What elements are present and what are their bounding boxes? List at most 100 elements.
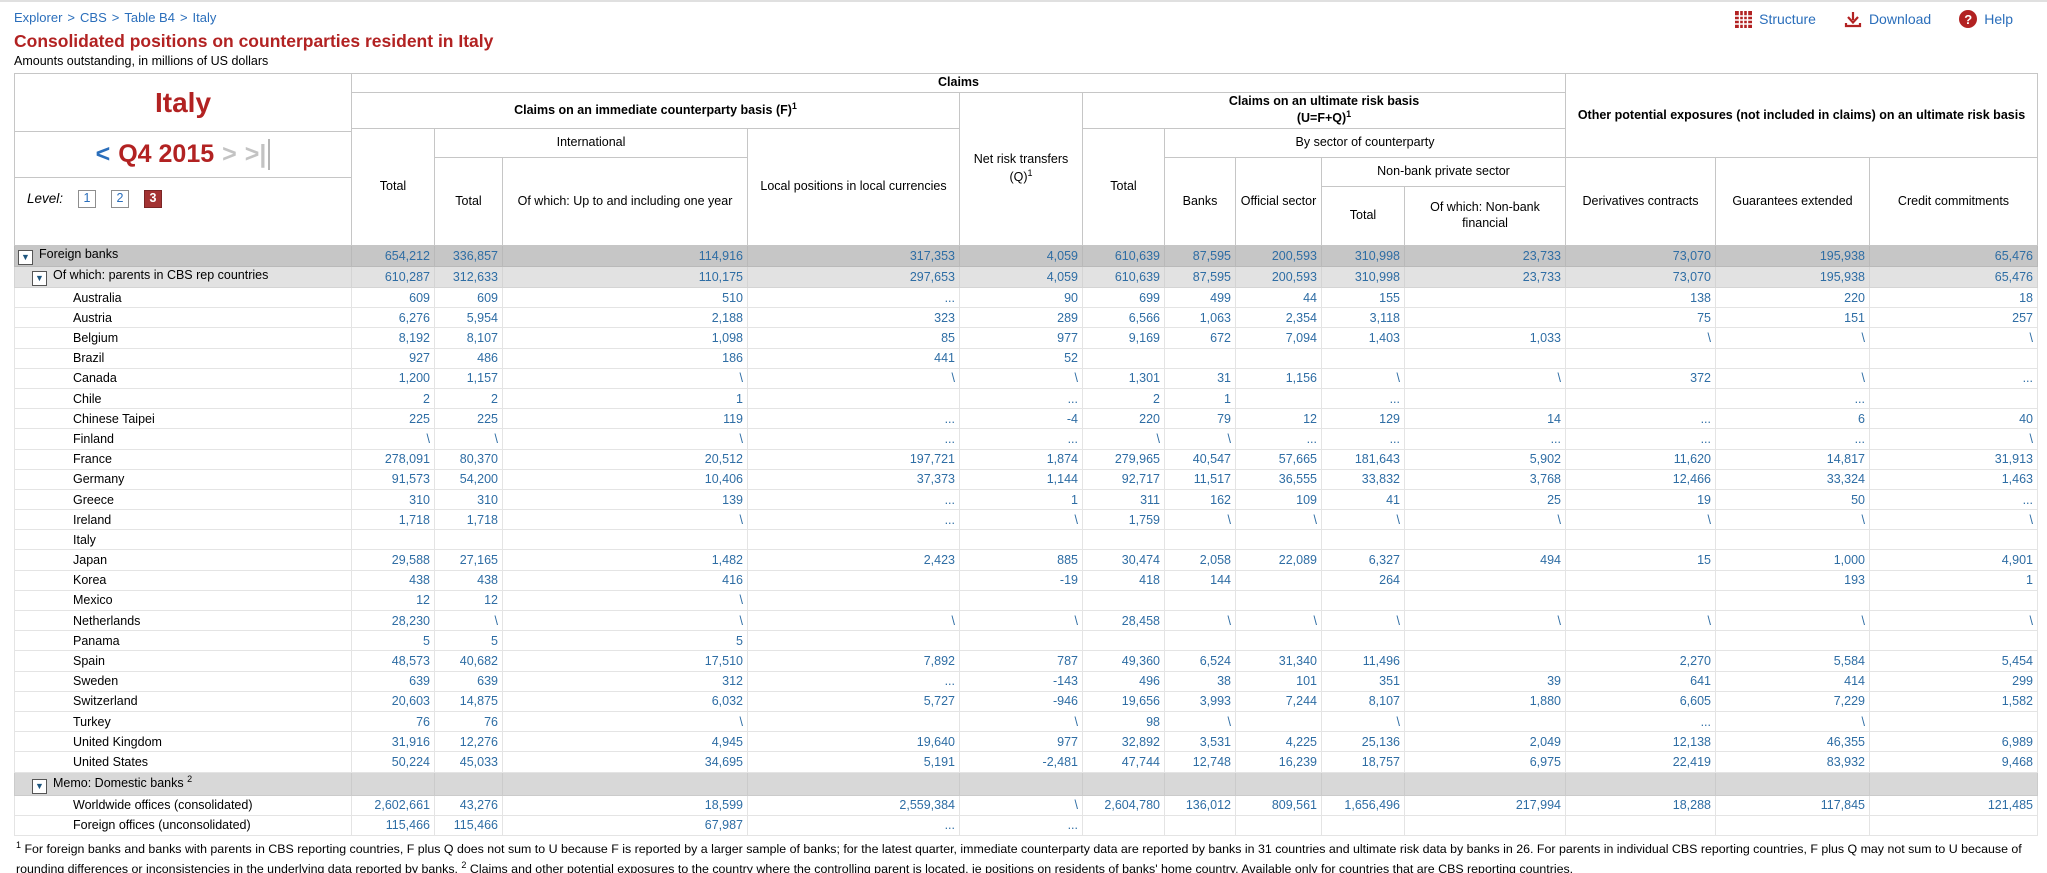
cell: 79 xyxy=(1164,408,1236,430)
cell: 22,419 xyxy=(1565,751,1716,773)
cell xyxy=(747,387,960,410)
toolbar: Structure Download ? Help xyxy=(1735,8,2013,28)
download-icon xyxy=(1844,11,1862,28)
cell: 73,070 xyxy=(1565,266,1716,289)
cell: 38 xyxy=(1164,670,1236,692)
cell: 92,717 xyxy=(1082,468,1165,490)
net-risk-transfers-header: Net risk transfers (Q)1 xyxy=(959,91,1083,247)
cell: 418 xyxy=(1082,569,1165,591)
cell: \ xyxy=(1869,610,2038,632)
level-1-button[interactable]: 1 xyxy=(78,190,97,208)
cell: 414 xyxy=(1715,670,1870,692)
cell: 5,954 xyxy=(434,307,503,329)
cell: 193 xyxy=(1715,569,1870,591)
expand-icon[interactable]: ▼ xyxy=(32,271,47,287)
last-period-button[interactable]: >| xyxy=(245,138,271,171)
row-label-text: Chinese Taipei xyxy=(73,411,155,426)
cell: \ xyxy=(502,710,748,733)
cell: ... xyxy=(747,814,960,837)
row-label-text: Australia xyxy=(73,290,122,305)
cell xyxy=(1235,630,1322,652)
cell: 220 xyxy=(1082,408,1165,430)
immediate-total-header: Total xyxy=(351,128,435,247)
table-row: Australia 609 609 510... 90 699 499 44 155 138 220… xyxy=(14,287,2038,309)
cell: \ xyxy=(747,610,960,632)
cell: 6,989 xyxy=(1869,731,2038,753)
cell: 494 xyxy=(1404,549,1566,571)
cell: 1,156 xyxy=(1235,367,1322,389)
cell: 1,482 xyxy=(502,549,748,571)
cell xyxy=(1869,347,2038,369)
cell: 2 xyxy=(434,387,503,410)
cell: \ xyxy=(959,509,1083,531)
expand-icon[interactable]: ▼ xyxy=(18,250,33,266)
cell xyxy=(1082,771,1165,796)
cell: 11,517 xyxy=(1164,468,1236,490)
cell: 23,733 xyxy=(1404,245,1566,268)
cell: 32,892 xyxy=(1082,731,1165,753)
cell: \ xyxy=(1235,509,1322,531)
cell: 119 xyxy=(502,408,748,430)
cell: 181,643 xyxy=(1321,448,1405,470)
cell: 25,136 xyxy=(1321,731,1405,753)
download-button[interactable]: Download xyxy=(1844,11,1931,28)
cell: \ xyxy=(1715,509,1870,531)
cell xyxy=(1404,569,1566,591)
cell: ... xyxy=(1565,408,1716,430)
cell: \ xyxy=(1404,509,1566,531)
cell: 54,200 xyxy=(434,468,503,490)
cell: 18,757 xyxy=(1321,751,1405,773)
cell: \ xyxy=(502,367,748,389)
cell: 5 xyxy=(502,630,748,652)
cell: 609 xyxy=(434,287,503,309)
breadcrumb-link-cbs[interactable]: CBS xyxy=(80,10,107,25)
breadcrumb-separator: > xyxy=(179,10,188,25)
cell: 510 xyxy=(502,287,748,309)
cell: ... xyxy=(959,428,1083,450)
cell: 14,875 xyxy=(434,690,503,712)
row-label-text: France xyxy=(73,452,112,467)
expand-icon[interactable]: ▼ xyxy=(32,778,47,794)
cell: \ xyxy=(502,509,748,531)
cell xyxy=(1565,347,1716,369)
cell xyxy=(1164,630,1236,652)
breadcrumb-link-table-b4[interactable]: Table B4 xyxy=(124,10,175,25)
cell: 1,403 xyxy=(1321,327,1405,349)
cell: 28,458 xyxy=(1082,610,1165,632)
cell: \ xyxy=(959,794,1083,816)
cell: 5 xyxy=(351,630,435,652)
cell: 80,370 xyxy=(434,448,503,470)
cell: \ xyxy=(434,610,503,632)
cell: 2,604,780 xyxy=(1082,794,1165,816)
cell: 438 xyxy=(434,569,503,591)
cell: \ xyxy=(959,367,1083,389)
next-period-button[interactable]: > xyxy=(222,139,237,168)
structure-button[interactable]: Structure xyxy=(1735,10,1816,28)
row-label-text: Memo: Domestic banks xyxy=(53,775,188,790)
level-2-button[interactable]: 2 xyxy=(111,190,130,208)
cell: 699 xyxy=(1082,287,1165,309)
breadcrumb-link-explorer[interactable]: Explorer xyxy=(14,10,63,25)
cell xyxy=(1164,347,1236,369)
previous-period-button[interactable]: < xyxy=(95,139,111,168)
cell: 7,892 xyxy=(747,650,960,672)
cell: 40 xyxy=(1869,408,2038,430)
cell xyxy=(959,529,1083,551)
level-3-button[interactable]: 3 xyxy=(144,190,163,208)
cell: 1,200 xyxy=(351,367,435,389)
cell: 43,276 xyxy=(434,794,503,816)
row-label: Foreign offices (unconsolidated) xyxy=(14,814,352,837)
row-label-text: Belgium xyxy=(73,331,119,345)
row-label-text: Panama xyxy=(73,633,120,648)
table-row: Foreign offices (unconsolidated) 115,466 1… xyxy=(14,814,2038,837)
cell xyxy=(1321,771,1405,796)
cell: 289 xyxy=(959,307,1083,329)
cell: 1,157 xyxy=(434,367,503,389)
help-button[interactable]: ? Help xyxy=(1959,10,2013,28)
breadcrumb: Explorer > CBS > Table B4 > Italy xyxy=(14,8,216,25)
cell: \ xyxy=(1164,428,1236,450)
cell: 162 xyxy=(1164,488,1236,511)
breadcrumb-separator: > xyxy=(67,10,76,25)
cell: 11,620 xyxy=(1565,448,1716,470)
breadcrumb-link-italy[interactable]: Italy xyxy=(192,10,217,25)
